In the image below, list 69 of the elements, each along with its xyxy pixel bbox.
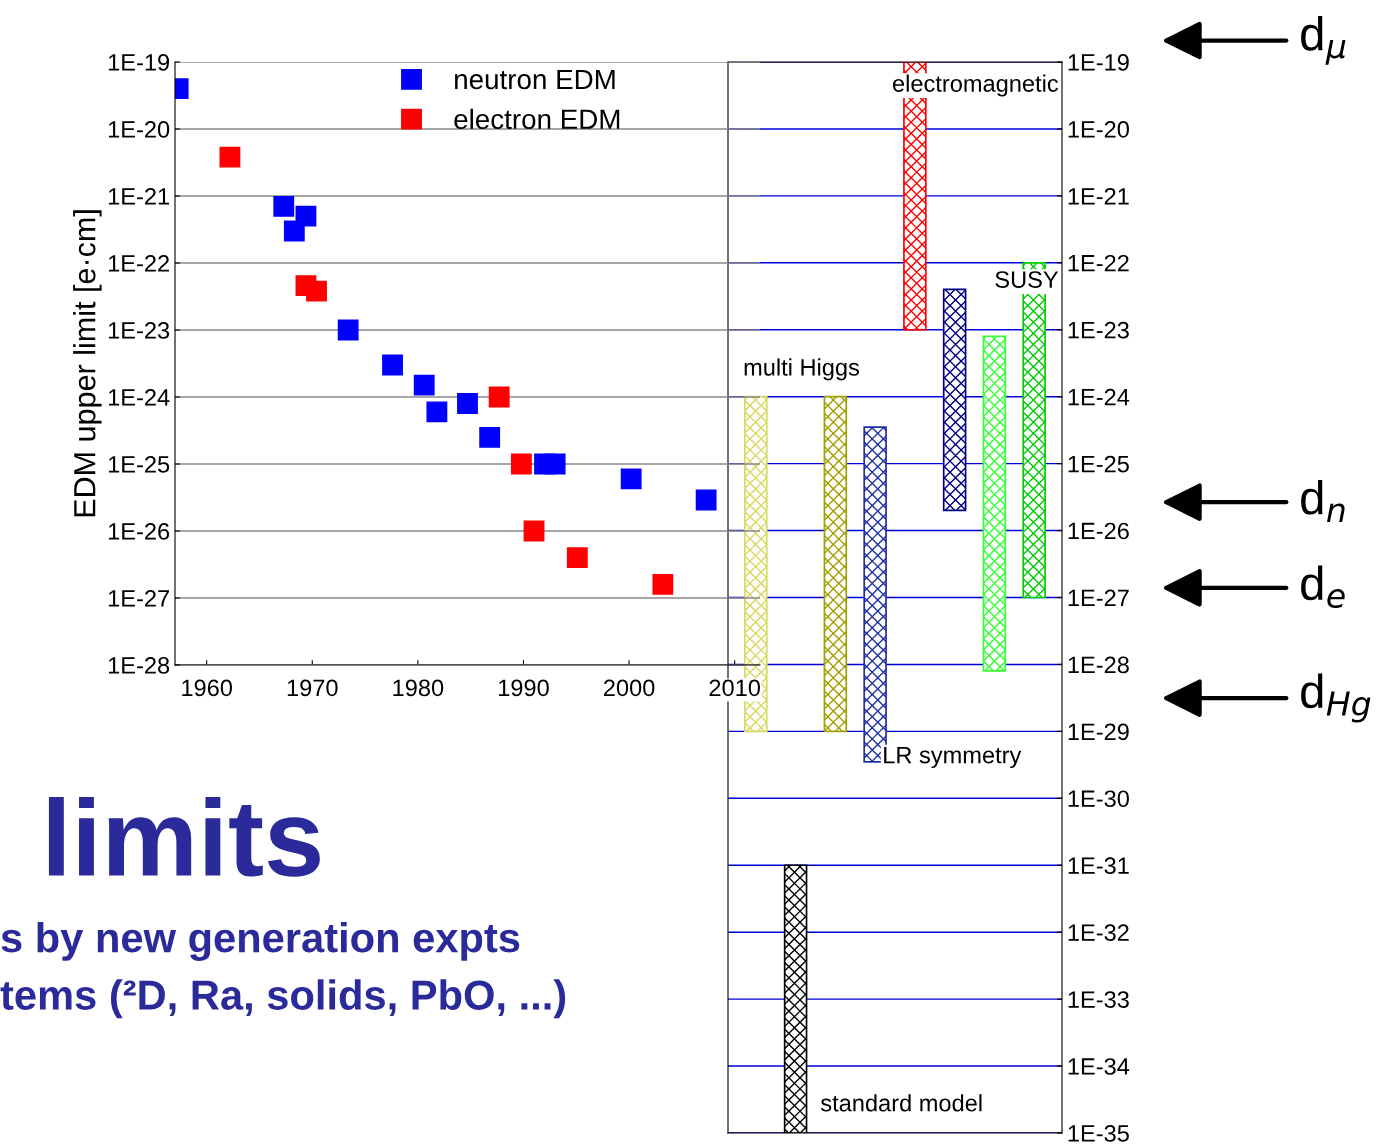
y-tick-label: 1E-27 xyxy=(1068,589,1129,607)
y-tick-label: 1E-25 xyxy=(108,456,170,473)
point xyxy=(273,195,295,217)
y-tick-label: 1E-22 xyxy=(1068,254,1129,272)
y-tick-label: 1E-20 xyxy=(1068,121,1129,138)
y-tick-label: 1E-27 xyxy=(108,590,169,607)
x-tick-label: 2010 xyxy=(709,679,760,697)
y-tick-label: 1E-19 xyxy=(1068,54,1129,71)
point xyxy=(695,489,717,511)
point xyxy=(413,374,435,396)
y-tick-label: 1E-25 xyxy=(1068,455,1129,473)
y-tick-label: 1E-28 xyxy=(108,657,170,674)
legend-label: electron EDM xyxy=(454,108,620,130)
y-tick-label: 1E-24 xyxy=(108,389,170,406)
y-tick-label: 1E-33 xyxy=(1068,991,1129,1008)
y-tick-label: 1E-29 xyxy=(1068,723,1129,741)
bar xyxy=(942,288,967,512)
y-tick-label: 1E-20 xyxy=(108,121,170,138)
bar xyxy=(823,395,848,733)
text: d$_{Hg}$ xyxy=(1301,673,1371,723)
point xyxy=(652,573,674,595)
point xyxy=(566,547,588,569)
y-tick-label: 1E-21 xyxy=(1068,187,1129,205)
point xyxy=(219,146,241,168)
annotation: LR symmetry xyxy=(884,746,1022,769)
point xyxy=(544,453,566,475)
y-tick-label: 1E-31 xyxy=(1068,857,1129,875)
point xyxy=(620,468,642,490)
point xyxy=(457,393,478,414)
point xyxy=(488,386,510,408)
bar xyxy=(982,335,1007,672)
y-tick-label: 1E-34 xyxy=(1068,1058,1130,1075)
point xyxy=(426,401,448,423)
point xyxy=(306,280,327,302)
y-tick-label: 1E-35 xyxy=(1068,1125,1129,1142)
y-tick-label: 1E-23 xyxy=(108,322,170,339)
y-tick-label: 1E-30 xyxy=(1068,790,1129,808)
point xyxy=(382,354,403,376)
annotation: standard model xyxy=(820,1094,982,1112)
text: d$_{e}$ xyxy=(1301,565,1345,609)
y-tick-label: 1E-22 xyxy=(108,255,169,272)
legend-label: neutron EDM xyxy=(455,69,615,90)
x-tick-label: 1970 xyxy=(287,679,338,697)
point xyxy=(523,520,545,542)
y-tick-label: 1E-24 xyxy=(1068,388,1130,406)
point xyxy=(510,453,532,475)
annotation: multi Higgs xyxy=(744,358,860,381)
y-tick-label: 1E-26 xyxy=(1068,522,1129,540)
y-tick-label: 1E-21 xyxy=(108,188,169,205)
y-tick-label: 1E-19 xyxy=(108,54,170,71)
y-axis-title: EDM upper limit [e·cm] xyxy=(73,210,102,517)
annotation: electromagnetic xyxy=(893,74,1059,97)
x-tick-label: 1980 xyxy=(393,679,444,697)
text: limits xyxy=(48,797,320,877)
y-tick-label: 1E-26 xyxy=(108,523,170,540)
text: tems (²D, Ra, solids, PbO, ...) xyxy=(0,979,566,1019)
y-tick-label: 1E-23 xyxy=(1068,321,1129,339)
x-tick-label: 1960 xyxy=(182,679,233,697)
annotation: SUSY xyxy=(995,271,1059,288)
x-tick-label: 1990 xyxy=(499,679,549,697)
x-tick-label: 2000 xyxy=(603,679,655,697)
y-tick-label: 1E-28 xyxy=(1068,656,1129,674)
text: d$_{n}$ xyxy=(1301,479,1345,522)
y-tick-label: 1E-32 xyxy=(1068,924,1129,941)
point xyxy=(283,220,305,242)
point xyxy=(479,426,501,448)
text: s by new generation expts xyxy=(1,921,520,961)
point xyxy=(337,319,359,341)
text: d$_{μ}$ xyxy=(1301,16,1346,65)
